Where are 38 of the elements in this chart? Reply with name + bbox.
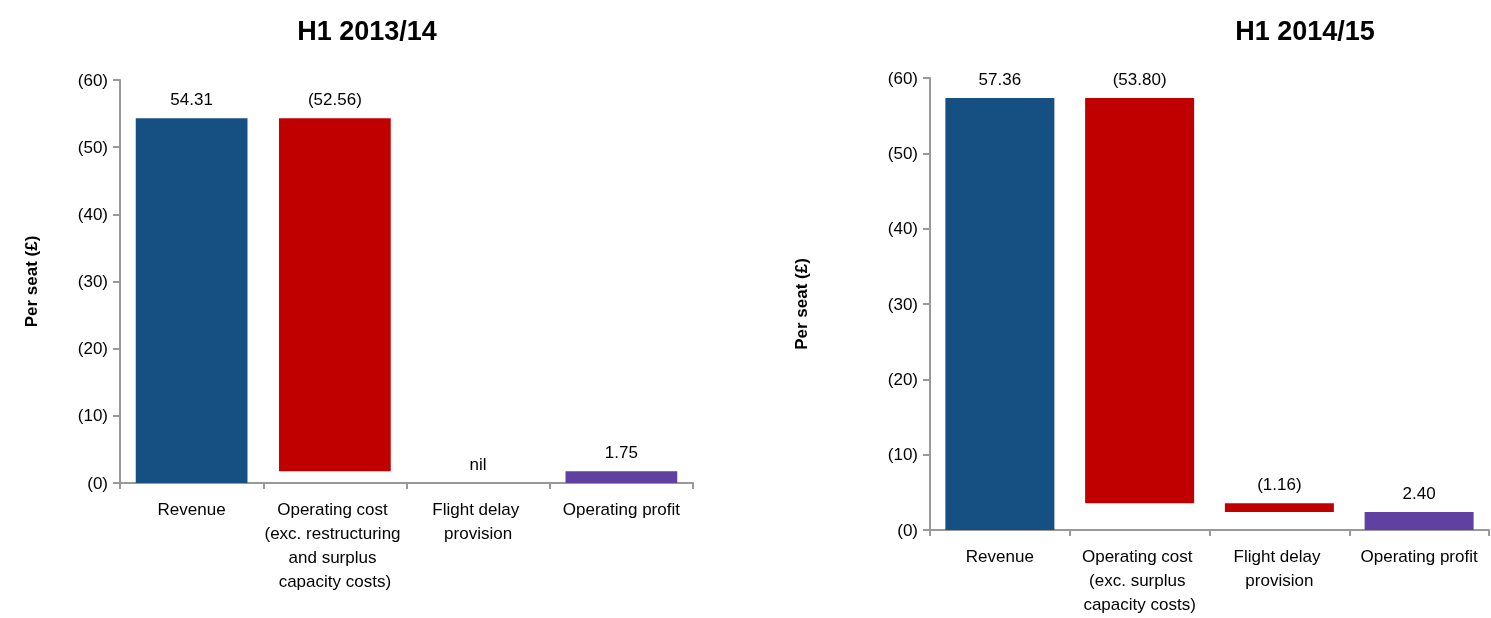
x-tick-label: Flight delay provision — [432, 499, 524, 543]
y-axis-title: Per seat (£) — [792, 258, 811, 350]
y-tick-label: (30) — [77, 272, 108, 291]
y-tick-label: (20) — [887, 369, 918, 389]
y-tick-label: (60) — [887, 68, 918, 88]
x-tick-label: Operating profit — [1360, 546, 1478, 566]
x-tick-label: Operating cost (exc. restructuring and surplus capacity costs) — [264, 499, 406, 591]
y-tick-label: (40) — [77, 204, 108, 224]
y-tick-label: (10) — [77, 406, 108, 426]
y-tick-label: (0) — [87, 473, 108, 493]
bar — [1224, 503, 1334, 512]
y-tick-label: (20) — [77, 339, 108, 359]
x-tick-label: Revenue — [157, 499, 226, 519]
y-tick-label: (40) — [887, 219, 918, 239]
y-tick-label: (30) — [887, 294, 918, 314]
data-label: (53.80) — [1112, 69, 1167, 89]
x-tick-label: Operating profit — [562, 499, 681, 519]
y-tick-label: (60) — [77, 70, 108, 90]
y-tick-label: (50) — [887, 143, 918, 163]
y-tick-label: (50) — [77, 137, 108, 157]
data-label: 54.31 — [170, 90, 213, 110]
data-label: 1.75 — [604, 443, 638, 463]
data-label: (52.56) — [307, 90, 362, 110]
x-tick-label: Revenue — [965, 546, 1034, 566]
bar — [945, 97, 1055, 530]
y-tick-label: (0) — [897, 520, 918, 540]
chart-title: H1 2014/15 — [1235, 15, 1375, 46]
data-label: 2.40 — [1402, 483, 1436, 503]
data-label: 57.36 — [978, 69, 1022, 89]
data-label: nil — [469, 455, 487, 474]
bar — [1085, 97, 1195, 504]
bar — [1364, 511, 1474, 530]
y-axis-title: Per seat (£) — [22, 235, 41, 328]
x-tick-label: Flight delay provision — [1233, 546, 1326, 590]
y-tick-label: (10) — [887, 445, 918, 465]
chart-title: H1 2013/14 — [297, 15, 437, 46]
x-tick-label: Operating cost (exc. surplus capacity costs) — [1081, 546, 1198, 614]
data-label: (1.16) — [1257, 475, 1302, 495]
